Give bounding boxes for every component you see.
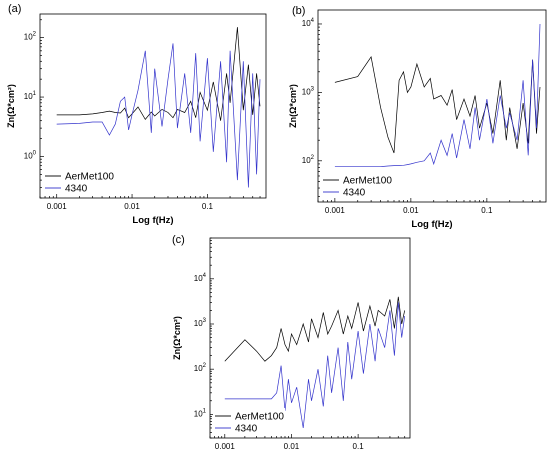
legend <box>43 168 115 194</box>
y-tick-label: 103 <box>302 86 315 96</box>
legend <box>213 408 285 434</box>
x-tick-label: 0.1 <box>353 442 365 451</box>
y-tick-label: 104 <box>302 18 315 28</box>
legend-entry: AerMet100 <box>65 172 114 183</box>
y-axis-label: Zn(Ω*cm²) <box>6 84 16 128</box>
panel-label: (c) <box>172 234 185 246</box>
series-line-aermet100 <box>224 296 406 362</box>
x-axis-label: Log f(Hz) <box>411 219 452 230</box>
legend <box>321 172 393 198</box>
y-axis-label: Zn(Ω*cm²) <box>288 84 298 128</box>
y-tick-label: 101 <box>194 408 207 418</box>
x-tick-label: 0.001 <box>325 206 346 215</box>
plot-frame <box>209 237 411 439</box>
x-tick-label: 0.01 <box>403 206 419 215</box>
panel-label: (a) <box>8 3 21 15</box>
y-axis-label: Zn(Ω*cm²) <box>172 316 182 360</box>
y-tick-label: 102 <box>24 32 37 42</box>
legend-entry: 4340 <box>343 188 366 199</box>
x-axis-label: Log f(Hz) <box>132 215 173 226</box>
y-tick-label: 101 <box>24 91 37 101</box>
x-tick-label: 0.01 <box>124 202 140 211</box>
legend-entry: 4340 <box>65 184 88 195</box>
x-tick-label: 0.001 <box>47 202 68 211</box>
y-tick-label: 100 <box>24 150 37 160</box>
y-tick-label: 102 <box>194 363 207 373</box>
chart-panel-b: 0.001 0.01 0.1 102 103 104 Log f(Hz) Zn(Ω*cm²) (… <box>288 5 547 230</box>
chart-panel-a: 0.001 0.01 0.1 100 101 102 Log f(Hz) Zn(Ω*cm²) (… <box>6 3 267 226</box>
series-line-aermet100 <box>56 27 261 121</box>
x-tick-label: 0.01 <box>284 442 300 451</box>
panel-label: (b) <box>292 5 305 17</box>
plot-frame <box>317 9 547 203</box>
legend-entry: AerMet100 <box>235 412 284 423</box>
series-line-4340 <box>224 302 406 429</box>
y-tick-label: 102 <box>302 155 315 165</box>
series-line-4340 <box>56 43 261 188</box>
x-tick-label: 0.1 <box>481 206 493 215</box>
series-line-aermet100 <box>334 56 541 154</box>
x-tick-label: 0.1 <box>202 202 214 211</box>
y-tick-label: 103 <box>194 318 207 328</box>
series-line-4340 <box>334 23 541 168</box>
legend-entry: 4340 <box>235 424 258 435</box>
x-tick-label: 0.001 <box>215 442 236 451</box>
legend-entry: AerMet100 <box>343 176 392 187</box>
y-tick-label: 104 <box>194 273 207 283</box>
